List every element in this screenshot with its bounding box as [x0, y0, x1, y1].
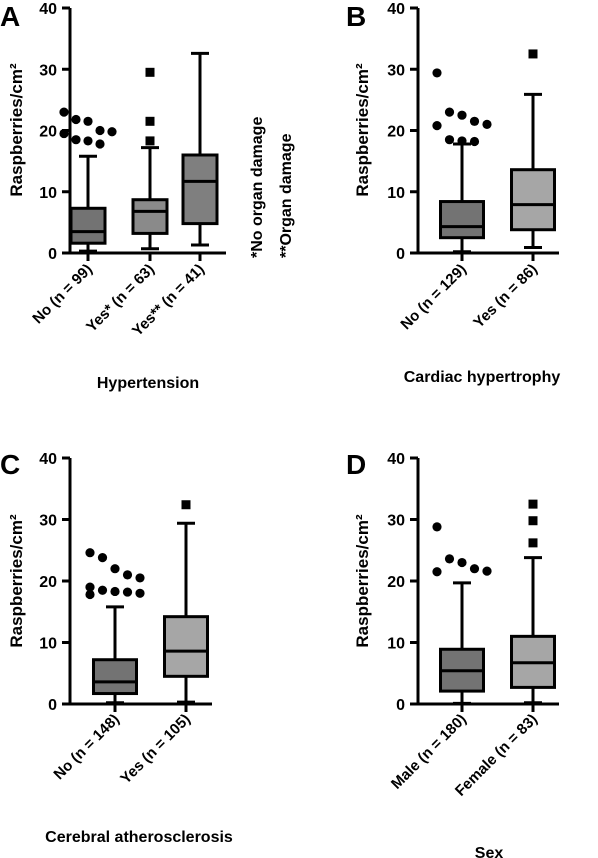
outlier-point [444, 554, 455, 564]
y-tick-label: 0 [48, 246, 57, 263]
x-category-label: Yes (n = 86) [470, 261, 541, 332]
x-category-label: Yes (n = 105) [117, 711, 194, 788]
outlier-point [122, 587, 133, 597]
x-axis-label: Hypertension [97, 375, 199, 392]
y-tick-label: 20 [39, 124, 57, 141]
outlier-point [469, 116, 480, 126]
outlier-point [135, 588, 145, 598]
outlier-point [432, 121, 442, 131]
y-axis-label: Raspberries/cm² [7, 63, 26, 197]
x-category-label: No (n = 99) [29, 261, 96, 328]
outlier-point [432, 522, 442, 532]
x-category-label: No (n = 129) [397, 261, 469, 333]
outlier-point [528, 49, 538, 59]
outlier-point [457, 557, 467, 568]
y-tick-label: 20 [39, 574, 57, 591]
y-axis-label: Raspberries/cm² [353, 514, 372, 648]
outlier-point [97, 553, 108, 563]
outlier-point [85, 582, 95, 592]
outlier-point [482, 566, 492, 576]
box-iqr [131, 198, 169, 235]
outlier-point [444, 107, 455, 117]
box-iqr [181, 153, 219, 226]
annotation-note: *No organ damage [249, 117, 266, 258]
panel-c: C 0 10 20 30 40 Raspberries/cm² No (n = 148)Yes… [0, 449, 233, 846]
x-axis-label: Sex [475, 845, 504, 858]
outlier-point [59, 107, 69, 117]
y-tick-label: 40 [39, 451, 57, 468]
outlier-point [107, 127, 117, 137]
outlier-point [95, 125, 105, 136]
outlier-point [145, 67, 155, 77]
outlier-point [469, 564, 480, 574]
box-iqr [510, 168, 556, 232]
outlier-point [110, 586, 120, 597]
panel-b: B 0 10 20 30 40 Raspberries/cm² No (n = 129) Yes… [346, 1, 560, 386]
outlier-point [83, 136, 93, 146]
panel-letter: A [0, 1, 20, 32]
outlier-point [457, 136, 467, 146]
box-iqr [439, 200, 485, 240]
y-tick-label: 10 [39, 636, 57, 653]
y-tick-label: 30 [387, 513, 405, 530]
y-tick-label: 10 [39, 185, 57, 202]
outlier-point [85, 589, 95, 600]
y-tick-label: 0 [48, 697, 57, 714]
box-iqr [69, 206, 107, 245]
outlier-point [469, 136, 480, 147]
x-category-label: No (n = 148) [50, 711, 122, 783]
outlier-point [457, 110, 467, 120]
outlier-point [122, 570, 133, 580]
outlier-point [95, 139, 105, 149]
outlier-point [135, 573, 145, 583]
y-tick-label: 20 [387, 124, 405, 141]
outlier-point [482, 119, 492, 129]
y-axis-label: Raspberries/cm² [353, 63, 372, 197]
panel-letter: D [346, 449, 366, 480]
outlier-point [71, 114, 81, 125]
y-tick-label: 30 [387, 62, 405, 79]
outlier-point [97, 585, 108, 595]
outlier-point [71, 135, 81, 145]
outlier-point [444, 135, 455, 145]
y-tick-label: 20 [387, 574, 405, 591]
outlier-point [110, 564, 120, 574]
outlier-point [528, 516, 538, 526]
y-tick-label: 0 [396, 697, 405, 714]
x-category-label: Male (n = 180) [388, 711, 470, 793]
outlier-point [59, 128, 69, 139]
outlier-point [181, 500, 191, 510]
outlier-point [432, 68, 442, 78]
y-tick-label: 30 [39, 513, 57, 530]
outlier-point [145, 136, 155, 146]
y-tick-label: 10 [387, 636, 405, 653]
box-iqr [163, 615, 209, 678]
y-tick-label: 40 [387, 1, 405, 18]
outlier-point [528, 538, 538, 548]
y-tick-label: 40 [39, 1, 57, 18]
y-tick-label: 0 [396, 246, 405, 263]
panel-letter: B [346, 1, 366, 32]
y-tick-label: 10 [387, 185, 405, 202]
y-axis-label: Raspberries/cm² [7, 514, 26, 648]
x-axis-label: Cardiac hypertrophy [404, 369, 561, 386]
panel-letter: C [0, 449, 20, 480]
outlier-point [432, 567, 442, 577]
outlier-point [83, 116, 93, 126]
x-axis-label: Cerebral atherosclerosis [45, 829, 233, 846]
annotation-note: **Organ damage [278, 133, 295, 258]
box-iqr [92, 658, 138, 696]
y-tick-label: 30 [39, 62, 57, 79]
outlier-point [145, 116, 155, 126]
outlier-point [528, 499, 538, 509]
y-tick-label: 40 [387, 451, 405, 468]
outlier-point [85, 548, 95, 558]
